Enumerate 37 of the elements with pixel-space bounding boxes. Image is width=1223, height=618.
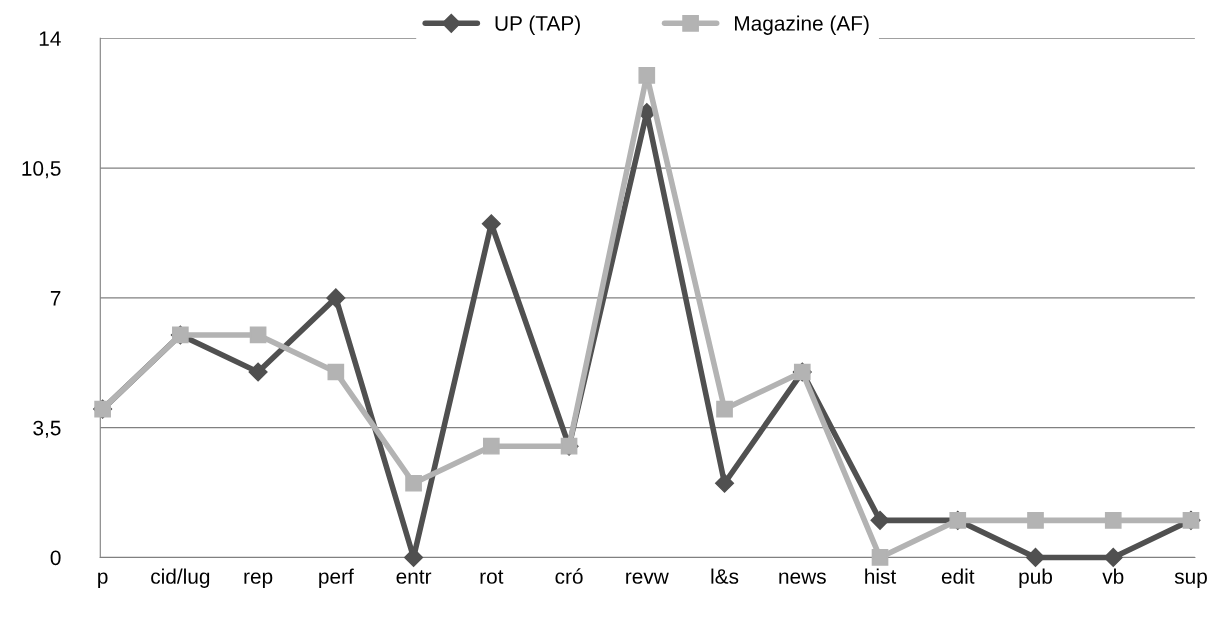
point — [327, 363, 345, 381]
point — [870, 510, 890, 530]
x-tick-label: cró — [555, 568, 583, 584]
point — [871, 549, 889, 566]
x-tick-label: rot — [480, 570, 504, 584]
legend-label: Magazine (AF) — [735, 15, 869, 35]
x-tick-label: hist — [865, 568, 897, 584]
x-tick-label: sup — [1174, 572, 1207, 588]
point — [1103, 547, 1123, 567]
legend-label: UP (TAP) — [495, 15, 580, 35]
y-tick-label: 3,5 — [33, 420, 61, 438]
y-tick-label: 0 — [50, 550, 61, 566]
point — [482, 437, 500, 455]
point — [326, 288, 346, 308]
x-tick-label: edit — [941, 568, 975, 584]
point — [1025, 547, 1046, 567]
y-tick-label: 14 — [39, 31, 61, 46]
point — [715, 473, 735, 493]
x-tick-label: entr — [396, 570, 432, 584]
y-tick-label: 10,5 — [22, 161, 61, 179]
x-tick-label: rep — [244, 572, 273, 588]
point — [249, 326, 267, 344]
x-tick-label: l&s — [711, 568, 739, 584]
x-tick-label: news — [779, 572, 826, 584]
x-tick-label: pub — [1019, 568, 1053, 588]
x-tick-label: revw — [626, 572, 669, 584]
point — [405, 474, 422, 492]
point — [716, 400, 733, 418]
y-tick-label: 7 — [50, 291, 61, 306]
point — [1027, 512, 1044, 529]
x-tick-label: perf — [319, 568, 354, 588]
x-tick-label: cid/lug — [151, 568, 210, 588]
point — [638, 67, 656, 84]
x-tick-label: p — [98, 572, 108, 588]
point — [248, 362, 268, 382]
point — [1104, 512, 1122, 529]
x-tick-label: vb — [1102, 568, 1124, 584]
